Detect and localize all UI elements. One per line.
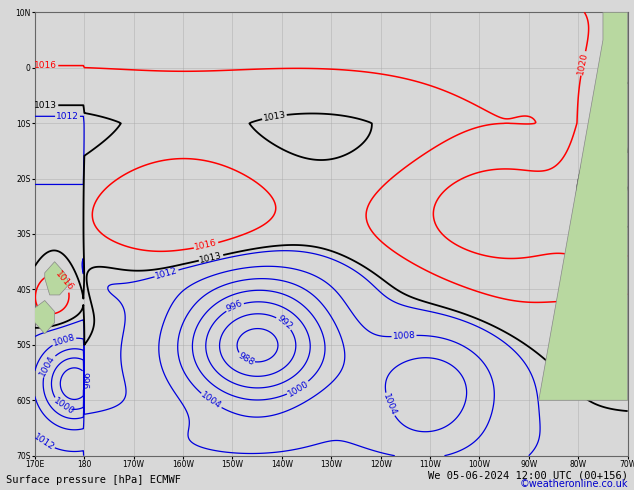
- Text: Surface pressure [hPa] ECMWF: Surface pressure [hPa] ECMWF: [6, 475, 181, 485]
- Text: 1000: 1000: [51, 396, 75, 416]
- Text: 1013: 1013: [34, 101, 57, 110]
- Text: 1008: 1008: [392, 331, 416, 341]
- Text: We 05-06-2024 12:00 UTC (00+156): We 05-06-2024 12:00 UTC (00+156): [428, 470, 628, 480]
- Text: 1013: 1013: [199, 251, 223, 265]
- Text: 1016: 1016: [34, 61, 57, 70]
- Text: 992: 992: [275, 314, 294, 332]
- Text: ©weatheronline.co.uk: ©weatheronline.co.uk: [519, 479, 628, 489]
- Text: 1012: 1012: [32, 432, 56, 452]
- Text: 1004: 1004: [381, 392, 398, 417]
- Text: 1020: 1020: [576, 51, 590, 75]
- Text: 996: 996: [225, 299, 245, 314]
- Text: 1008: 1008: [51, 333, 76, 348]
- Text: 1016: 1016: [194, 239, 218, 252]
- Text: 1012: 1012: [154, 266, 179, 281]
- Text: 1013: 1013: [262, 110, 287, 123]
- Text: 1000: 1000: [286, 379, 310, 398]
- Text: 1004: 1004: [38, 353, 57, 378]
- Text: 1012: 1012: [56, 112, 79, 121]
- Text: 988: 988: [236, 351, 256, 367]
- Text: 1016: 1016: [53, 270, 75, 293]
- Text: 1004: 1004: [199, 391, 223, 411]
- Polygon shape: [45, 262, 70, 295]
- Polygon shape: [25, 300, 55, 334]
- Polygon shape: [539, 12, 628, 400]
- Text: 996: 996: [79, 371, 88, 389]
